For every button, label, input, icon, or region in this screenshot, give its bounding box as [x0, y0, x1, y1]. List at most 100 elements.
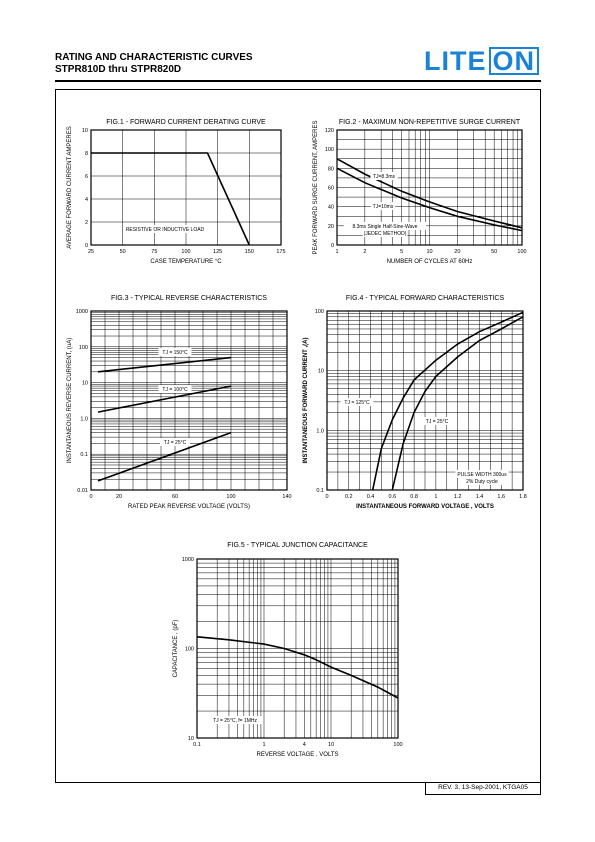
fig2-ytick-label: 60 [328, 186, 334, 192]
fig4-chart [326, 310, 524, 491]
fig1-series-0 [91, 152, 251, 246]
fig3-xtick-label: 20 [116, 494, 122, 500]
fig3-xtick-label: 140 [282, 494, 291, 500]
fig1-ylabel: AVERAGE FORWARD CURRENT AMPERES [67, 126, 73, 248]
fig1-ytick-label: 6 [85, 174, 88, 180]
fig4-ytick-label: 1.0 [316, 428, 324, 434]
fig2-tj83-label-bg [370, 172, 398, 180]
fig3-xtick-label: 0 [89, 494, 92, 500]
fig5-xtick-label: 0.1 [193, 742, 201, 748]
fig1-ytick-label: 4 [85, 197, 88, 203]
fig1-load-annotation-bg [123, 225, 207, 233]
fig2-title: FIG.2 - MAXIMUM NON-REPETITIVE SURGE CUR… [339, 119, 521, 126]
fig4-tj125-label-bg [340, 398, 374, 406]
fig2-ylabel: PEAK FORWARD SURGE CURRENT, AMPERES [313, 120, 319, 254]
fig2-halfsine-label: 8.3ms Single Half-Sine-Wave [352, 224, 417, 230]
fig2-ytick-label: 40 [328, 205, 334, 211]
fig2-jedec-label: (JEDEC METHOD) [364, 231, 407, 237]
fig4-tj25-label-bg [421, 417, 453, 425]
fig3-ytick-label: 0.1 [80, 452, 88, 458]
fig4-xtick-label: 0.6 [389, 494, 397, 500]
fig3-tj25-label-bg [159, 438, 191, 446]
fig3-plot-frame [90, 310, 288, 491]
fig3-tj25-label: TJ = 25°C [164, 440, 187, 446]
fig4-tj25-label: TJ = 25°C [426, 419, 449, 425]
fig5-xtick-label: 100 [393, 742, 402, 748]
fig3-series-1 [97, 385, 232, 413]
fig5-xlabel: REVERSE VOLTAGE , VOLTS [256, 752, 338, 758]
fig2-ytick-label: 20 [328, 224, 334, 230]
page-header-title: RATING AND CHARACTERISTIC CURVES STPR810… [55, 52, 253, 76]
fig4-plot-frame [326, 310, 524, 491]
fig3-series-0 [97, 356, 232, 373]
fig3-tj100-label-bg [158, 385, 192, 393]
fig1-xtick-label: 175 [276, 249, 285, 255]
fig4-title: FIG.4 - TYPICAL FORWARD CHARACTERISTICS [346, 295, 505, 302]
fig3-ytick-label: 1000 [76, 309, 88, 315]
fig2-ytick-label: 100 [325, 147, 334, 153]
fig4-xlabel: INSTANTANEOUS FORWARD VOLTAGE , VOLTS [356, 504, 494, 510]
fig2-tj10-label: TJ=10ms [373, 204, 394, 210]
fig1-ytick-label: 10 [82, 128, 88, 134]
fig1-xtick-label: 100 [181, 249, 190, 255]
fig5-ylabel: CAPACITANCE , (pF) [173, 620, 179, 678]
fig5-chart [196, 558, 399, 739]
fig2-series-0 [336, 158, 523, 229]
fig3-ytick-label: 100 [79, 345, 88, 351]
fig4-ytick-label: 100 [315, 309, 324, 315]
fig4-series-1 [391, 316, 524, 491]
fig1-ytick-label: 2 [85, 220, 88, 226]
fig3-title: FIG.3 - TYPICAL REVERSE CHARACTERISTICS [111, 295, 267, 302]
revision-label: REV. 3, 13-Sep-2001, KTGA05 [425, 782, 541, 795]
fig5-ytick-label: 1000 [182, 557, 194, 563]
fig3-ytick-label: 1.0 [80, 416, 88, 422]
fig2-xtick-label: 20 [454, 249, 460, 255]
fig5-xtick-label: 1 [262, 742, 265, 748]
fig4-ytick-label: 10 [318, 369, 324, 375]
fig4-xtick-label: 0.4 [367, 494, 375, 500]
fig2-plot-frame [336, 129, 523, 246]
fig4-xtick-label: 0.2 [345, 494, 353, 500]
fig5-ytick-label: 10 [188, 736, 194, 742]
fig3-ylabel: INSTANTANEOUS REVERSE CURRENT, (uA) [67, 338, 73, 463]
fig1-title: FIG.1 - FORWARD CURRENT DERATING CURVE [106, 119, 266, 126]
fig2-xtick-label: 100 [517, 249, 526, 255]
header-title-line1: RATING AND CHARACTERISTIC CURVES [55, 52, 253, 63]
fig1-xtick-label: 150 [245, 249, 254, 255]
fig1-xtick-label: 50 [120, 249, 126, 255]
fig4-tj125-label: TJ = 125°C [344, 400, 370, 406]
logo-text-on: ON [488, 47, 539, 75]
fig3-ytick-label: 0.01 [77, 488, 88, 494]
fig2-xlabel: NUMBER OF CYCLES AT 60Hz [387, 259, 473, 265]
fig1-xtick-label: 125 [213, 249, 222, 255]
fig2-jedec-label-bg [362, 229, 408, 237]
fig2-ytick-label: 0 [331, 243, 334, 249]
fig5-xtick-label: 10 [328, 742, 334, 748]
fig4-ytick-label: 0.1 [316, 488, 324, 494]
fig3-xtick-label: 60 [172, 494, 178, 500]
fig2-xtick-label: 10 [426, 249, 432, 255]
fig4-pulse-label: PULSE WIDTH 300us [457, 472, 507, 478]
fig4-ylabel: INSTANTANEOUS FORWARD CURRENT ,(A) [303, 338, 309, 464]
fig5-xtick-label: 4 [303, 742, 306, 748]
fig4-xtick-label: 1 [434, 494, 437, 500]
fig2-xtick-label: 2 [363, 249, 366, 255]
fig5-conditions-label-bg [206, 716, 264, 724]
fig4-xtick-label: 1.4 [476, 494, 484, 500]
fig3-tj100-label: TJ = 100°C [162, 387, 188, 393]
fig2-xtick-label: 1 [335, 249, 338, 255]
fig5-plot-frame [196, 558, 399, 739]
fig1-xtick-label: 75 [151, 249, 157, 255]
fig2-tj83-label: TJ=8.3ms [373, 174, 396, 180]
fig2-xtick-label: 50 [491, 249, 497, 255]
fig3-chart [90, 310, 288, 491]
fig3-xlabel: RATED PEAK REVERSE VOLTAGE (VOLTS) [128, 504, 250, 510]
fig4-pulse-label-bg [455, 470, 509, 478]
fig1-xtick-label: 25 [88, 249, 94, 255]
fig4-xtick-label: 1.6 [497, 494, 505, 500]
fig4-xtick-label: 0.8 [410, 494, 418, 500]
logo-text-lite: LITE [424, 46, 487, 76]
fig4-series-0 [371, 311, 524, 491]
fig5-series-0 [196, 636, 399, 699]
